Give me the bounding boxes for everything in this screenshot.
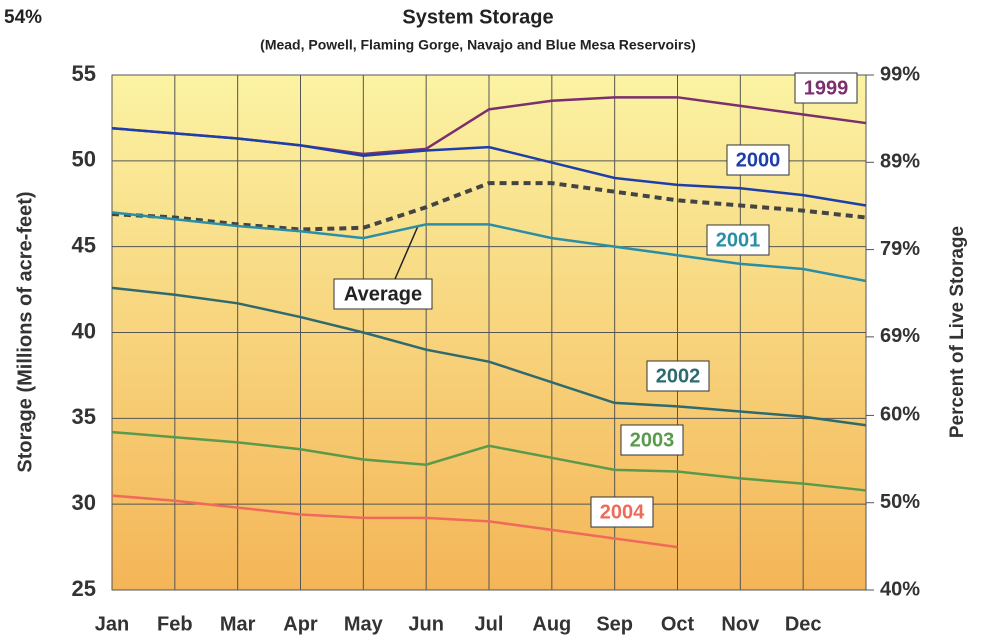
- y2-tick-label: 99%: [880, 63, 920, 85]
- y-tick-label: 40: [72, 318, 96, 343]
- y-tick-label: 30: [72, 490, 96, 515]
- y2-tick-label: 69%: [880, 325, 920, 347]
- legend-label: Average: [344, 283, 422, 305]
- x-tick-label: Sep: [596, 613, 633, 635]
- series-line: [111, 286, 867, 427]
- y2-tick-label: 40%: [880, 578, 920, 600]
- legend-box: [646, 360, 710, 392]
- y2-tick-label: 50%: [880, 491, 920, 513]
- x-tick-label: Jan: [95, 613, 129, 635]
- y2-axis-label: Percent of Live Storage: [947, 226, 968, 438]
- x-tick-label: Apr: [283, 613, 318, 635]
- legend-label: 2000: [736, 149, 781, 171]
- y-tick-label: 25: [72, 576, 96, 601]
- chart-title: System Storage: [402, 6, 553, 28]
- legend-box: [333, 278, 433, 310]
- legend-box: [726, 144, 790, 176]
- y-tick-label: 35: [72, 404, 96, 429]
- series-line: [111, 126, 867, 207]
- legend-label: 2004: [600, 501, 645, 523]
- y-tick-label: 50: [72, 147, 96, 172]
- legend-label: 1999: [804, 77, 849, 99]
- x-tick-label: Mar: [220, 613, 256, 635]
- plot-border: [111, 74, 867, 591]
- series-line: [111, 211, 867, 283]
- y-tick-label: 45: [72, 232, 96, 257]
- y-axis-label: Storage (Millions of acre-feet): [14, 191, 36, 472]
- legend-box: [794, 72, 858, 104]
- legend-label: 2001: [716, 229, 761, 251]
- legend-box: [706, 224, 770, 256]
- x-tick-label: Nov: [721, 613, 760, 635]
- y-tick-label: 55: [72, 61, 96, 86]
- annotation: 54%: [4, 7, 42, 28]
- chart-subtitle: (Mead, Powell, Flaming Gorge, Navajo and…: [260, 37, 696, 53]
- series-line: [111, 430, 867, 492]
- x-tick-label: Jun: [408, 613, 444, 635]
- y2-tick-label: 79%: [880, 238, 920, 260]
- x-tick-label: Aug: [532, 613, 571, 635]
- x-tick-label: Dec: [785, 613, 822, 635]
- legend-box: [620, 424, 684, 456]
- series-line: [111, 181, 867, 232]
- y2-tick-label: 89%: [880, 151, 920, 173]
- legend-arrow: [394, 225, 419, 280]
- legend-label: 2002: [656, 365, 701, 387]
- legend-box: [590, 496, 654, 528]
- x-tick-label: Jul: [475, 613, 504, 635]
- y2-tick-label: 60%: [880, 404, 920, 426]
- legend-label: 2003: [630, 429, 675, 451]
- x-tick-label: Feb: [157, 613, 193, 635]
- series-line: [111, 494, 678, 549]
- x-tick-label: May: [344, 613, 384, 635]
- x-tick-label: Oct: [661, 613, 695, 635]
